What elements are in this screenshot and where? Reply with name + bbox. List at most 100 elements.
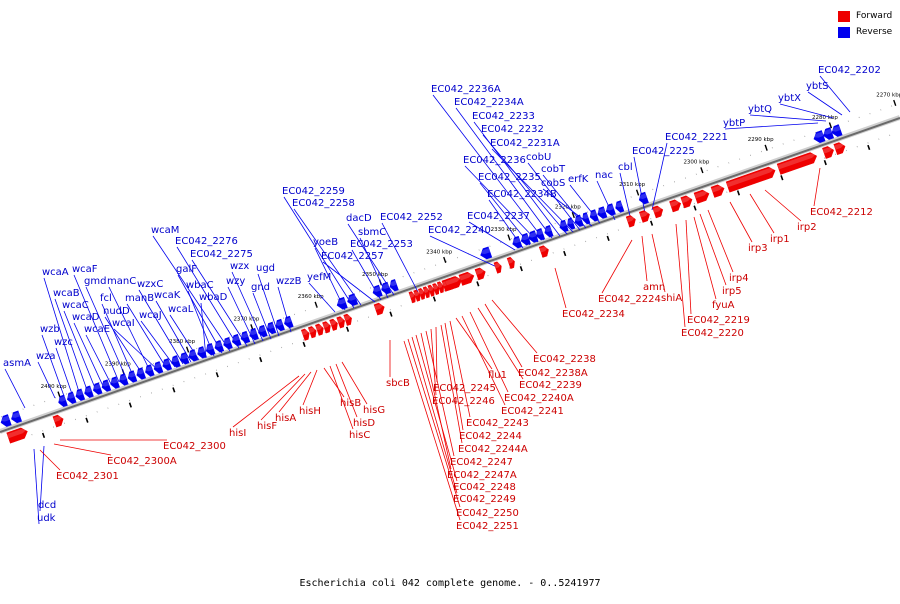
reverse-gene-label: EC042_2232 xyxy=(481,124,544,135)
reverse-gene-feature xyxy=(118,374,129,387)
axis-major-tick xyxy=(187,347,189,353)
reverse-gene-label: wcaM xyxy=(151,225,179,236)
strand-legend: Forward Reverse xyxy=(838,8,898,40)
forward-gene-label: EC042_2247A xyxy=(447,470,517,481)
axis-lower-tick xyxy=(86,418,88,423)
reverse-gene-label: EC042_2202 xyxy=(818,65,881,76)
legend-forward: Forward xyxy=(838,8,898,24)
axis-lower-tick xyxy=(347,327,349,332)
reverse-gene-label: gnd xyxy=(251,282,270,293)
axis-tick-label: 2290 kbp xyxy=(748,137,774,143)
forward-gene-label: EC042_2224 xyxy=(598,294,661,305)
forward-leader-line xyxy=(492,300,537,353)
forward-gene-label: flu1 xyxy=(488,370,507,381)
forward-gene-feature xyxy=(53,414,65,427)
reverse-gene-label: yefM xyxy=(307,272,331,283)
forward-gene-feature xyxy=(822,145,835,159)
reverse-gene-label: EC042_2231A xyxy=(490,138,560,149)
forward-gene-feature xyxy=(626,214,637,227)
reverse-gene-label: EC042_2259 xyxy=(282,186,345,197)
forward-gene-feature xyxy=(669,198,682,212)
forward-gene-label: irp2 xyxy=(797,222,817,233)
reverse-gene-feature xyxy=(126,371,137,384)
forward-gene-feature xyxy=(652,205,664,218)
forward-leader-line xyxy=(676,224,685,327)
reverse-gene-label: wzzB xyxy=(276,276,302,287)
axis-tick-label: 2300 kbp xyxy=(683,160,709,166)
forward-gene-label: EC042_2219 xyxy=(687,315,750,326)
reverse-gene-feature xyxy=(283,316,294,329)
reverse-gene-label: wcaB xyxy=(53,288,80,299)
forward-gene-label: hisF xyxy=(257,421,277,432)
axis-lower-tick xyxy=(607,236,609,241)
reverse-gene-feature xyxy=(83,386,94,399)
reverse-gene-label: EC042_2253 xyxy=(350,239,413,250)
reverse-gene-label: EC042_2237 xyxy=(467,211,530,222)
forward-gene-label: irp5 xyxy=(722,286,742,297)
forward-gene-label: EC042_2250 xyxy=(456,508,519,519)
forward-gene-label: irp3 xyxy=(748,243,768,254)
axis-lower-tick xyxy=(564,251,566,256)
reverse-gene-label: wza xyxy=(36,351,56,362)
reverse-gene-feature xyxy=(558,220,568,233)
forward-gene-label: EC042_2249 xyxy=(453,494,516,505)
reverse-gene-feature xyxy=(248,328,259,341)
reverse-gene-feature xyxy=(135,368,146,381)
reverse-gene-label: ugd xyxy=(256,263,275,274)
forward-leader-line xyxy=(555,268,566,308)
reverse-gene-label: EC042_2252 xyxy=(380,212,443,223)
forward-leader-line xyxy=(694,217,716,299)
reverse-gene-label: wcaA xyxy=(42,267,69,278)
forward-gene-label: EC042_2243 xyxy=(466,418,529,429)
reverse-leader-line xyxy=(780,104,833,118)
axis-major-tick xyxy=(701,167,703,173)
reverse-gene-feature xyxy=(91,383,102,396)
reverse-gene-label: EC042_2235 xyxy=(478,172,541,183)
forward-leader-line xyxy=(602,240,632,293)
axis-major-tick xyxy=(765,145,767,151)
axis-tick-label: 2380 kbp xyxy=(169,339,195,345)
forward-gene-label: amn xyxy=(643,282,665,293)
reverse-gene-label: gmd xyxy=(84,276,106,287)
forward-gene-feature xyxy=(344,313,354,326)
axis-major-tick xyxy=(637,190,639,196)
forward-gene-feature xyxy=(475,267,487,280)
forward-gene-label: irp4 xyxy=(729,273,749,284)
forward-gene-label: EC042_2241 xyxy=(501,406,564,417)
forward-leader-line xyxy=(730,202,752,242)
reverse-gene-label: yoeB xyxy=(313,237,338,248)
forward-gene-label: fyuA xyxy=(712,300,735,311)
forward-gene-label: EC042_2246 xyxy=(432,396,495,407)
forward-leader-line xyxy=(814,168,820,206)
reverse-gene-label: ybtQ xyxy=(748,104,772,115)
reverse-leader-line xyxy=(382,223,418,292)
forward-gene-label: EC042_2300 xyxy=(163,441,226,452)
forward-gene-label: EC042_2238 xyxy=(533,354,596,365)
forward-gene-feature xyxy=(681,194,694,208)
axis-major-tick xyxy=(444,257,446,263)
forward-gene-label: EC042_2244A xyxy=(458,444,528,455)
reverse-gene-label: wbaD xyxy=(199,292,228,303)
axis-tick-label: 2340 kbp xyxy=(426,249,452,255)
reverse-gene-feature xyxy=(152,362,163,375)
forward-gene-label: irp1 xyxy=(770,234,790,245)
reverse-gene-label: ybtX xyxy=(778,93,801,104)
reverse-gene-label: wbaC xyxy=(186,280,214,291)
reverse-gene-label: wzy xyxy=(226,276,245,287)
axis-tick-label: 2330 kbp xyxy=(491,227,517,233)
reverse-gene-label: wcaD xyxy=(72,312,100,323)
reverse-gene-label: EC042_2225 xyxy=(632,146,695,157)
reverse-gene-feature xyxy=(144,365,155,378)
reverse-gene-label: wzx xyxy=(230,261,249,272)
forward-gene-label: hisA xyxy=(275,413,296,424)
reverse-gene-label: wcaI xyxy=(112,318,135,329)
reverse-gene-feature xyxy=(257,325,268,338)
forward-leader-line xyxy=(686,220,691,314)
axis-lower-tick xyxy=(130,403,132,408)
reverse-gene-label: nudD xyxy=(103,306,130,317)
reverse-gene-label: EC042_2233 xyxy=(472,111,535,122)
reverse-gene-label: manC xyxy=(107,276,136,287)
forward-swatch xyxy=(838,11,850,22)
reverse-gene-label: wcaC xyxy=(62,300,89,311)
